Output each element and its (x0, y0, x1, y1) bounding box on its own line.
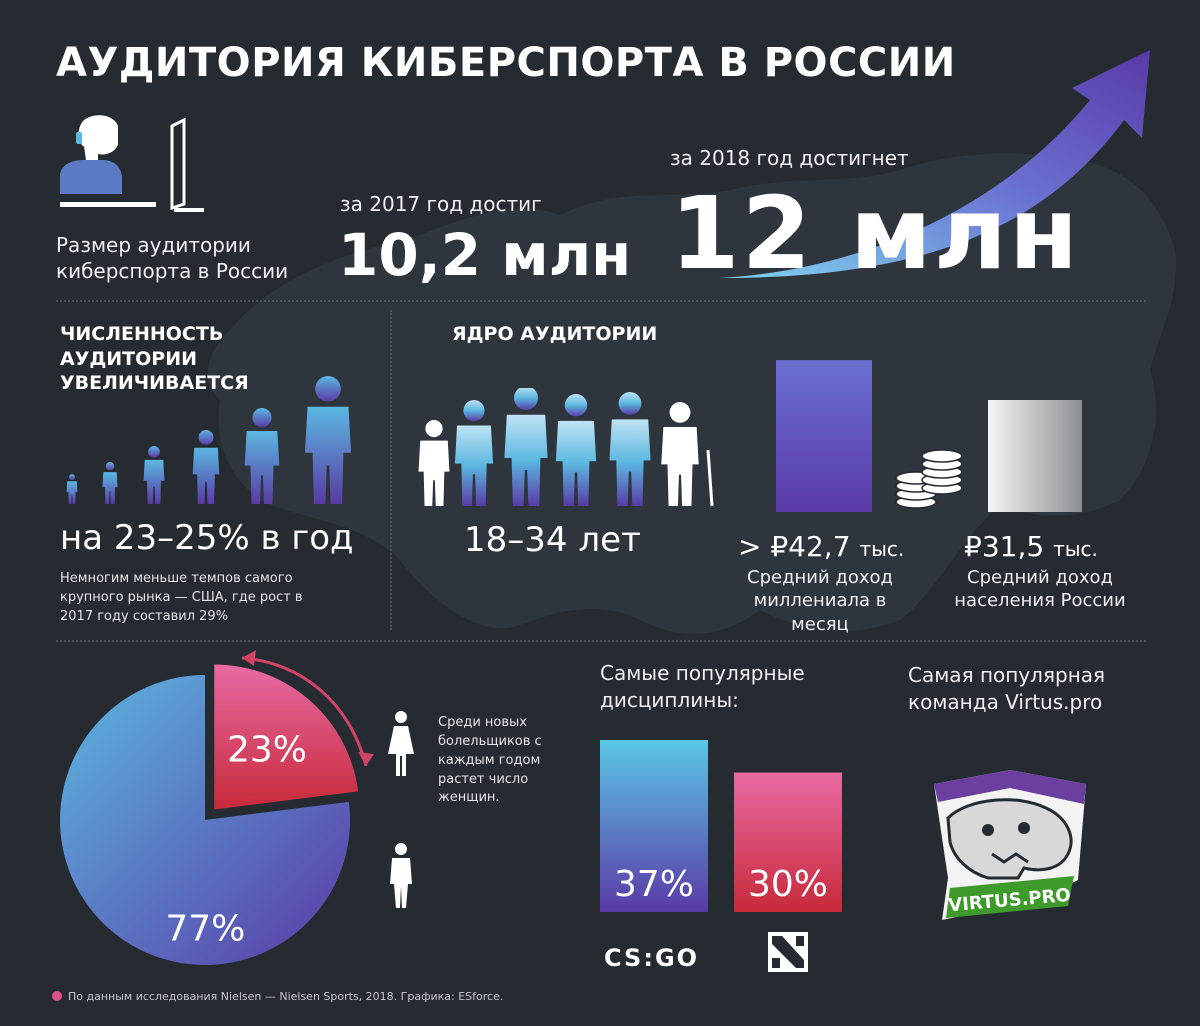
audience-caption: Размер аудитории киберспорта в России (56, 233, 289, 283)
year-2017-value: 10,2 млн (338, 221, 632, 289)
core-heading: ЯДРО АУДИТОРИИ (452, 323, 658, 345)
footer: По данным исследования Nielsen — Nielsen… (52, 990, 503, 1003)
income-bar-millennial (776, 360, 872, 512)
pie-slice-female (214, 664, 359, 810)
dota2-logo-icon (768, 932, 808, 972)
core-person-icon (418, 420, 450, 506)
divider-vertical (390, 310, 392, 630)
csgo-logo: CS:GO (604, 944, 700, 972)
page-title: АУДИТОРИЯ КИБЕРСПОРТА В РОССИИ (56, 40, 956, 86)
pie-label-male: 77% (165, 909, 245, 950)
core-person-icon (504, 388, 548, 506)
divider-middle (56, 640, 1146, 642)
pie-arrowhead-bottom (358, 752, 374, 766)
income-chart (776, 360, 1082, 512)
pie-slice-male (59, 675, 350, 965)
footer-text: По данным исследования Nielsen — Nielsen… (68, 990, 504, 1003)
growth-value: на 23–25% в год (60, 518, 354, 558)
growing-person-icon (143, 446, 165, 504)
male-icon (390, 843, 412, 908)
income-russia-unit: тыс. (1053, 537, 1098, 561)
disciplines-heading: Самые популярные дисциплины: (600, 661, 805, 712)
footer-bullet-icon (52, 991, 62, 1001)
growth-heading: ЧИСЛЕННОСТЬ АУДИТОРИИ УВЕЛИЧИВАЕТСЯ (60, 323, 249, 395)
growth-note: Немногим меньше темпов самого крупного р… (60, 571, 303, 624)
income-russia-caption: Средний доход населения России (954, 567, 1126, 612)
virtus-pro-logo: VIRTUS.PRO (934, 770, 1086, 920)
discipline-bar-dota (734, 772, 842, 912)
pie-label-female: 23% (227, 730, 307, 771)
core-age: 18–34 лет (464, 520, 641, 560)
growing-person-icon (102, 462, 118, 504)
divider-top (56, 300, 1146, 302)
income-millennial-value: > ₽42,7 тыс. (738, 530, 904, 563)
pie-growth-arrow (241, 656, 368, 767)
income-russia-amount: ₽31,5 (964, 530, 1045, 563)
growing-person-icon (66, 474, 78, 504)
female-icon (388, 711, 414, 776)
gamer-at-computer-icon (60, 115, 204, 212)
csgo-percent-label: 37% (614, 864, 694, 905)
team-heading: Самая популярная команда Virtus.pro (908, 663, 1106, 714)
growing-person-icon (244, 408, 280, 504)
year-2018-value: 12 млн (670, 175, 1081, 292)
dota-percent-label: 30% (748, 864, 828, 905)
discipline-bar-csgo (600, 740, 708, 912)
income-millennial-unit: тыс. (859, 537, 905, 561)
income-millennial-caption: Средний доход миллениала в месяц (747, 567, 893, 635)
growth-arrow (720, 50, 1150, 278)
core-person-icon (555, 394, 597, 506)
income-bar-russia (988, 400, 1082, 512)
core-audience-people-icons (418, 388, 714, 507)
growing-person-icon (304, 376, 352, 504)
pie-arrowhead-top (242, 650, 256, 666)
core-person-icon (454, 400, 494, 506)
core-person-icon (661, 402, 699, 506)
cane-icon (706, 449, 714, 507)
gender-note: Среди новых болельщиков с каждым годом р… (438, 715, 542, 806)
gender-pie-chart: 23% 77% (59, 650, 374, 965)
year-2018-label: за 2018 год достигнет (670, 146, 909, 170)
year-2017-label: за 2017 год достиг (340, 192, 542, 216)
income-russia-value: ₽31,5 тыс. (964, 530, 1098, 563)
disciplines-chart: 37% 30% (600, 740, 842, 912)
core-person-icon (609, 392, 651, 506)
growing-person-icon (192, 430, 220, 504)
coins-icon (895, 449, 963, 509)
growing-people-icons (66, 376, 352, 504)
income-millennial-amount: > ₽42,7 (738, 530, 851, 563)
